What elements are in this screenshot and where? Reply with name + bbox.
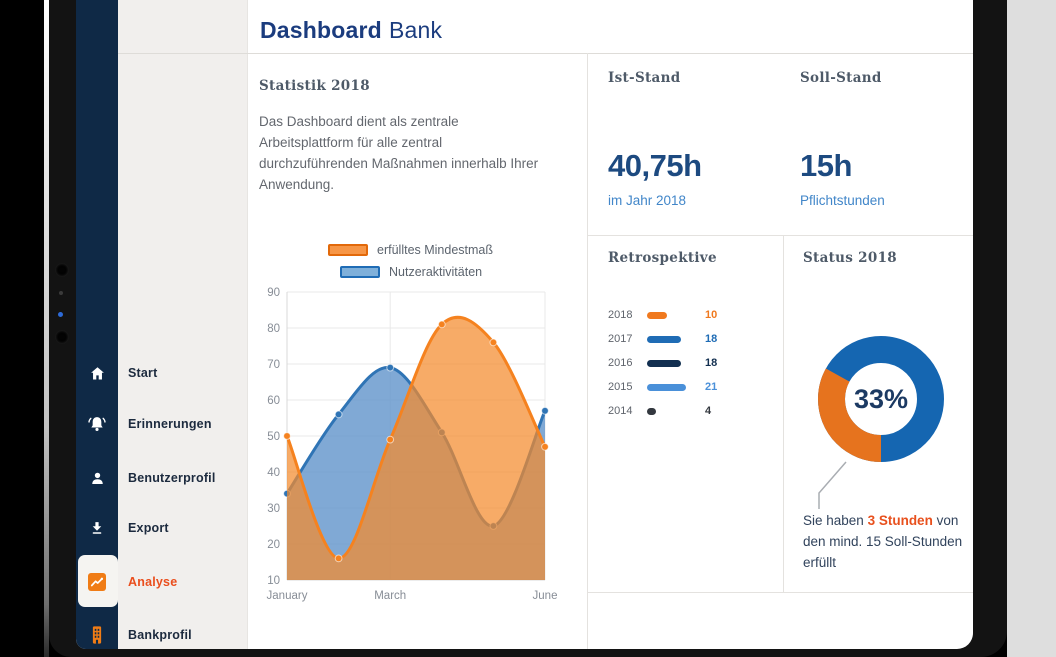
svg-text:30: 30 bbox=[267, 503, 280, 515]
page-title-rest: Bank bbox=[388, 17, 443, 43]
ist-stand-heading: Ist-Stand bbox=[608, 70, 681, 86]
retro-year-label: 2015 bbox=[608, 381, 633, 393]
svg-text:March: March bbox=[374, 590, 406, 602]
status-note-prefix: Sie haben bbox=[803, 513, 868, 528]
svg-text:10: 10 bbox=[267, 575, 280, 587]
retro-bar bbox=[647, 335, 681, 343]
retrospektive-bar-chart: 2018 10 2017 18 2016 18 2015 21 2014 4 bbox=[608, 308, 788, 418]
retro-value-label: 21 bbox=[705, 381, 718, 393]
retro-row: 2016 18 bbox=[608, 356, 788, 370]
panel-divider-horizontal bbox=[587, 592, 973, 593]
retro-year-label: 2017 bbox=[608, 333, 633, 345]
status-donut-chart: 33% bbox=[818, 336, 944, 509]
status-heading: Status 2018 bbox=[803, 250, 897, 266]
app-screen: Dashboard Bank Start Erinnerungen bbox=[76, 0, 973, 649]
retro-row: 2014 4 bbox=[608, 404, 788, 418]
donut-percent-label: 33% bbox=[854, 384, 908, 414]
panel-divider-horizontal bbox=[587, 235, 973, 236]
user-icon bbox=[76, 456, 118, 500]
header-divider bbox=[118, 53, 973, 54]
panel-divider-vertical bbox=[587, 53, 588, 649]
retrospektive-heading: Retrospektive bbox=[608, 250, 717, 266]
sidebar-item-bankprofil[interactable]: Bankprofil bbox=[76, 613, 248, 649]
retro-bar bbox=[647, 383, 686, 391]
sidebar-icon-rail bbox=[76, 0, 118, 649]
ist-stand-value: 40,75h bbox=[608, 148, 702, 183]
svg-text:June: June bbox=[533, 590, 558, 602]
retro-year-label: 2018 bbox=[608, 309, 633, 321]
status-note: Sie haben 3 Stunden von den mind. 15 Sol… bbox=[803, 510, 973, 573]
retro-value-label: 18 bbox=[705, 357, 718, 369]
tablet-edge-highlight bbox=[44, 0, 49, 657]
svg-text:50: 50 bbox=[267, 431, 280, 443]
sidebar-item-label: Bankprofil bbox=[128, 628, 192, 642]
sidebar-item-analyse[interactable]: Analyse bbox=[76, 560, 248, 604]
legend-swatch-blue bbox=[340, 266, 380, 278]
legend-item-nutzeraktivitaeten[interactable]: Nutzeraktivitäten bbox=[340, 265, 482, 279]
retro-year-label: 2016 bbox=[608, 357, 633, 369]
bezel-camera-dot bbox=[55, 330, 69, 344]
retro-row: 2018 10 bbox=[608, 308, 788, 322]
ist-stand-caption: im Jahr 2018 bbox=[608, 193, 687, 208]
svg-text:40: 40 bbox=[267, 467, 280, 479]
retro-row: 2015 21 bbox=[608, 380, 788, 394]
sidebar-item-export[interactable]: Export bbox=[76, 506, 248, 550]
bell-icon bbox=[76, 402, 118, 446]
soll-stand-caption: Pflichtstunden bbox=[800, 193, 885, 208]
legend-swatch-orange bbox=[328, 244, 368, 256]
status-note-highlight: 3 Stunden bbox=[867, 513, 933, 528]
page-title-bold: Dashboard bbox=[260, 17, 382, 43]
soll-stand-value: 15h bbox=[800, 148, 852, 183]
status-note-suffix: von den mind. 15 Soll-Stunden erfüllt bbox=[803, 513, 963, 570]
legend-label: erfülltes Mindestmaß bbox=[377, 243, 494, 257]
page-title: Dashboard Bank bbox=[260, 17, 442, 44]
svg-text:70: 70 bbox=[267, 359, 280, 371]
svg-text:20: 20 bbox=[267, 539, 280, 551]
bank-building-icon bbox=[76, 613, 118, 649]
line-chart-icon bbox=[76, 560, 118, 604]
svg-text:January: January bbox=[267, 590, 308, 602]
sidebar-item-label: Benutzerprofil bbox=[128, 471, 216, 485]
page-background-right bbox=[1007, 0, 1056, 657]
home-icon bbox=[76, 351, 118, 395]
retro-value-label: 18 bbox=[705, 333, 718, 345]
statistik-line-chart: 10 20 30 40 50 60 70 80 90 January March June bbox=[267, 287, 558, 602]
retro-bar bbox=[647, 359, 681, 367]
download-icon bbox=[76, 506, 118, 550]
donut-annotation-line bbox=[818, 461, 847, 509]
retro-value-label: 4 bbox=[705, 405, 712, 417]
retro-row: 2017 18 bbox=[608, 332, 788, 346]
sidebar-item-benutzerprofil[interactable]: Benutzerprofil bbox=[76, 456, 248, 500]
svg-text:60: 60 bbox=[267, 395, 280, 407]
sidebar-item-label: Analyse bbox=[128, 575, 178, 589]
statistik-description: Das Dashboard dient als zentrale Arbeits… bbox=[259, 114, 539, 192]
retro-bar bbox=[647, 407, 656, 415]
bezel-camera-dot bbox=[55, 263, 69, 277]
sidebar-item-label: Erinnerungen bbox=[128, 417, 212, 431]
sidebar-item-erinnerungen[interactable]: Erinnerungen bbox=[76, 402, 248, 446]
sidebar-item-label: Export bbox=[128, 521, 169, 535]
soll-stand-heading: Soll-Stand bbox=[800, 70, 882, 86]
sidebar-item-label: Start bbox=[128, 366, 158, 380]
panel-divider-vertical bbox=[783, 235, 784, 592]
retro-year-label: 2014 bbox=[608, 405, 633, 417]
legend-label: Nutzeraktivitäten bbox=[389, 265, 483, 279]
svg-text:80: 80 bbox=[267, 323, 280, 335]
legend-item-mindestmass[interactable]: erfülltes Mindestmaß bbox=[328, 243, 493, 257]
statistik-heading: Statistik 2018 bbox=[259, 78, 370, 94]
sidebar-label-column bbox=[118, 0, 248, 649]
bezel-led-dot bbox=[58, 312, 63, 317]
svg-text:90: 90 bbox=[267, 287, 280, 299]
bezel-sensor-dot bbox=[59, 291, 63, 295]
sidebar-item-start[interactable]: Start bbox=[76, 351, 248, 395]
retro-value-label: 10 bbox=[705, 309, 718, 321]
retro-bar bbox=[647, 311, 667, 319]
